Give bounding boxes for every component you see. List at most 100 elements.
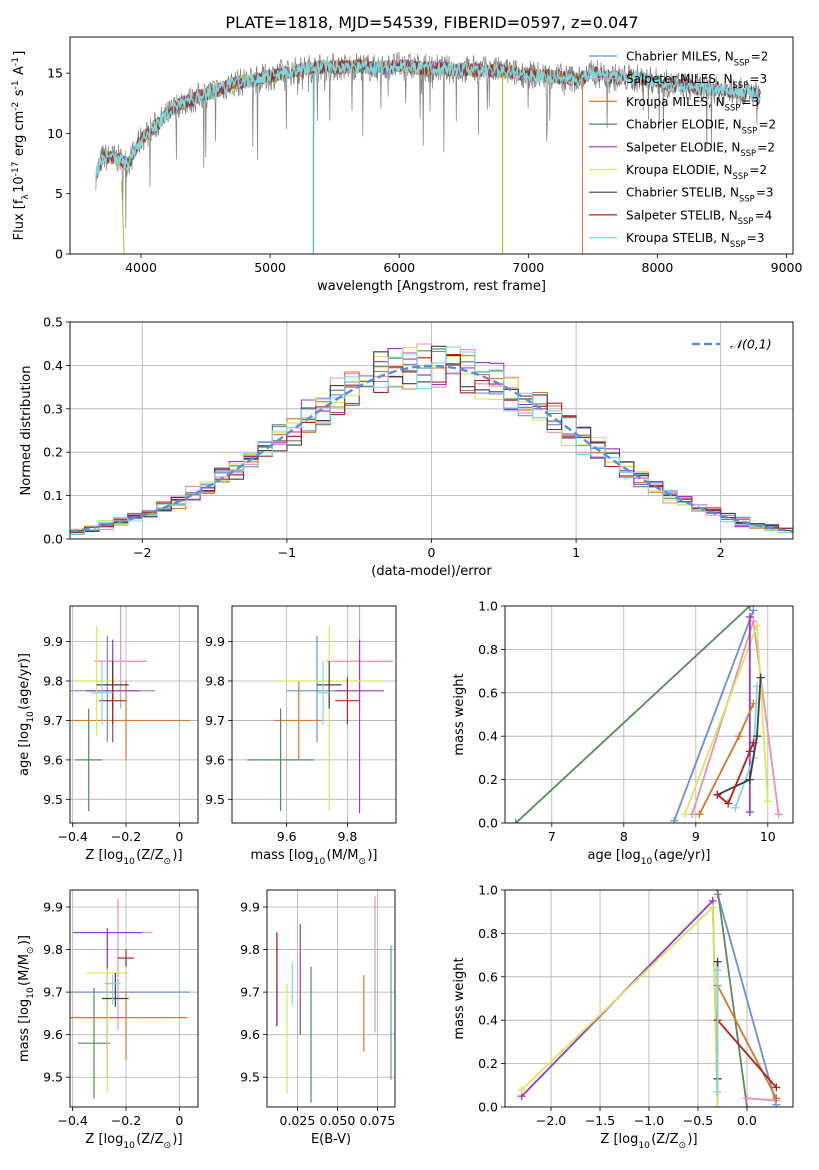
x-tick-label: 7	[548, 829, 556, 844]
x-tick-label: −0.2	[111, 829, 141, 844]
error-bar-point	[104, 975, 121, 1005]
weight-marker	[713, 966, 722, 975]
y-tick-label: 9.7	[43, 985, 63, 1000]
x-tick-label: 8000	[642, 260, 674, 275]
error-bar-point	[317, 661, 330, 725]
y-axis-label: age [log10 (age/yr)]	[17, 653, 36, 776]
legend: 𝒩(0,1)	[692, 337, 772, 352]
plot-area-weight-vs-age	[505, 606, 793, 823]
weight-line	[698, 703, 755, 815]
x-tick-label: 10	[760, 829, 776, 844]
weight-marker	[713, 1087, 722, 1096]
y-tick-label: 1.0	[478, 599, 498, 614]
x-tick-label: 1	[572, 545, 580, 560]
error-bar-point	[118, 949, 134, 967]
plot-area-spectrum	[95, 51, 762, 254]
plot-area-mass-vs-Z	[70, 890, 198, 1107]
y-tick-label: 9.9	[43, 634, 63, 649]
x-tick-label: −0.4	[57, 1113, 87, 1128]
y-tick-label: 9.6	[43, 1027, 63, 1042]
y-tick-label: 9.7	[240, 985, 260, 1000]
error-bar-point	[335, 677, 360, 725]
y-axis-label: mass [log10 (M/M⊙ )]	[17, 935, 36, 1062]
plot-area-age-vs-Z	[70, 606, 198, 823]
weight-line	[716, 985, 778, 1099]
y-tick-label: 9.9	[43, 900, 63, 915]
spectrum-dip-line	[121, 181, 125, 254]
plot-area-residuals	[70, 322, 793, 539]
y-tick-label: 9.6	[43, 752, 63, 767]
x-axis-label: mass [log10 (M/M⊙ )]	[250, 848, 377, 867]
weight-marker	[774, 810, 783, 819]
x-axis-label: Z [log10 (Z/Z⊙ )]	[85, 848, 182, 867]
x-tick-label: 9000	[771, 260, 803, 275]
y-tick-label: 1.0	[478, 883, 498, 898]
error-bar-point	[102, 972, 129, 1008]
error-bar-point	[70, 992, 188, 1061]
legend-label: Kroupa ELODIE, NSSP =2	[626, 163, 767, 181]
error-bar-point	[75, 625, 118, 737]
x-tick-label: −2	[133, 545, 151, 560]
panel-spectrum: 4000 5000 6000 7000 8000 9000 0 5 10 15 wavelength…	[11, 36, 803, 294]
axes-frame	[69, 321, 794, 540]
y-tick-label: 9.5	[205, 792, 225, 807]
y-tick-label: 9.7	[43, 713, 63, 728]
legend-label: Salpeter STELIB, NSSP =4	[626, 208, 772, 226]
x-tick-label: −0.2	[111, 1113, 141, 1128]
x-tick-label: 9.6	[277, 829, 297, 844]
error-bar-point	[94, 606, 148, 709]
weight-marker	[745, 606, 754, 610]
y-tick-label: 9.8	[240, 942, 260, 957]
weight-marker	[708, 903, 717, 912]
x-axis-label: (data-model)/error	[371, 564, 492, 579]
weight-marker	[756, 673, 765, 682]
weight-line	[515, 606, 751, 823]
x-tick-label: 9	[692, 829, 700, 844]
x-tick-label: 9.8	[337, 829, 357, 844]
y-tick-label: 0.0	[43, 532, 63, 547]
legend-label: 𝒩(0,1)	[730, 337, 772, 352]
weight-marker	[749, 617, 758, 626]
y-tick-label: 9.6	[205, 752, 225, 767]
error-bar-point	[317, 661, 342, 709]
x-tick-label: −2.0	[536, 1113, 566, 1128]
weight-marker	[695, 810, 704, 819]
x-tick-label: −1.0	[634, 1113, 664, 1128]
x-tick-label: 6000	[383, 260, 415, 275]
axes-frame	[266, 889, 396, 1108]
model-spectrum-line	[95, 59, 762, 183]
error-bar-point	[247, 708, 314, 812]
y-tick-label: 0.2	[478, 1056, 498, 1071]
x-axis-label: wavelength [Angstrom, rest frame]	[317, 279, 546, 294]
y-tick-label: 9.9	[240, 900, 260, 915]
weight-marker	[753, 621, 761, 630]
x-tick-label: 0.025	[280, 1113, 316, 1128]
weight-marker	[713, 1103, 722, 1107]
y-tick-label: 0.4	[478, 1013, 498, 1028]
figure-title: PLATE=1818, MJD=54539, FIBERID=0597, z=0…	[225, 13, 638, 32]
legend-label: Chabrier STELIB, NSSP =3	[626, 186, 774, 204]
y-tick-label: 9.5	[43, 1070, 63, 1085]
y-tick-label: 0.2	[478, 772, 498, 787]
legend-label: Kroupa STELIB, NSSP =3	[626, 231, 764, 249]
weight-line	[717, 677, 762, 796]
x-tick-label: 0	[175, 829, 183, 844]
panel-age-vs-mass: 9.6 9.8 9.5 9.6 9.7 9.8 9.9 mass [log10 (M/M⊙ )…	[205, 605, 397, 867]
y-tick-label: 9.8	[43, 942, 63, 957]
plot-area-mass-vs-EBV	[267, 890, 395, 1107]
legend-label: Salpeter MILES, NSSP =3	[626, 72, 767, 90]
x-tick-label: −1	[278, 545, 296, 560]
panel-age-vs-Z: −0.4 −0.2 0 9.5 9.6 9.7 9.8 9.9 Z [log10 (Z/Z⊙ )…	[17, 605, 199, 867]
y-axis-label: mass weight	[452, 673, 467, 755]
y-tick-label: 0.4	[43, 358, 63, 373]
y-tick-label: 0.2	[43, 445, 63, 460]
y-axis-label: Flux [fλ 10-17 erg cm-2 s-1 A-1 ]	[11, 51, 31, 241]
y-tick-label: 5	[55, 186, 63, 201]
legend: Chabrier MILES, NSSP =2 Salpeter MILES, N…	[589, 50, 776, 249]
x-tick-label: 0.0	[737, 1113, 757, 1128]
x-tick-label: 7000	[512, 260, 544, 275]
x-axis-label: age [log10 (age/yr)]	[588, 848, 711, 867]
weight-marker	[731, 803, 740, 812]
error-bar-point	[75, 708, 102, 812]
